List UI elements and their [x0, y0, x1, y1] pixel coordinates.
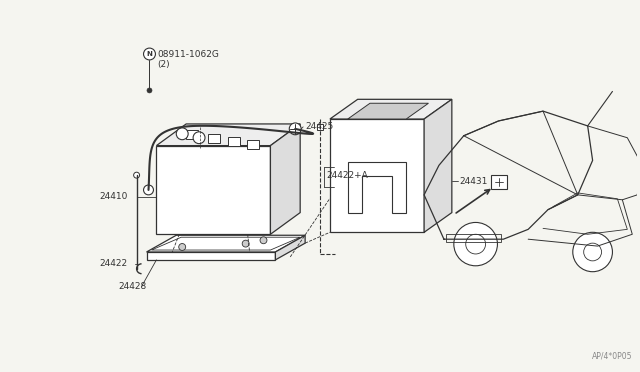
Circle shape [134, 172, 140, 178]
Polygon shape [147, 235, 305, 252]
Polygon shape [147, 252, 275, 260]
Text: 24431: 24431 [460, 177, 488, 186]
Polygon shape [186, 130, 198, 139]
Circle shape [454, 222, 497, 266]
Text: AP/4*0P05: AP/4*0P05 [592, 352, 632, 360]
Text: N: N [147, 51, 152, 57]
Polygon shape [492, 175, 508, 189]
Circle shape [260, 237, 267, 244]
Text: 24425: 24425 [305, 122, 333, 131]
Text: 24422+A: 24422+A [326, 171, 368, 180]
Text: (2): (2) [157, 60, 170, 69]
Circle shape [147, 88, 152, 93]
Circle shape [193, 132, 205, 144]
Text: 08911-1062G: 08911-1062G [157, 49, 220, 58]
Circle shape [289, 123, 301, 135]
Circle shape [176, 128, 188, 140]
Polygon shape [330, 99, 452, 119]
Polygon shape [228, 137, 240, 145]
Circle shape [573, 232, 612, 272]
Text: 24428: 24428 [119, 282, 147, 291]
Polygon shape [424, 99, 452, 232]
Circle shape [143, 185, 154, 195]
Polygon shape [275, 235, 305, 260]
Polygon shape [330, 119, 424, 232]
Polygon shape [156, 145, 271, 234]
Polygon shape [247, 140, 259, 148]
Polygon shape [317, 124, 323, 130]
Polygon shape [348, 103, 428, 119]
Circle shape [143, 48, 156, 60]
Text: 24410: 24410 [99, 192, 127, 201]
Polygon shape [156, 124, 300, 145]
Circle shape [179, 244, 186, 250]
Polygon shape [271, 124, 300, 234]
Circle shape [242, 240, 249, 247]
Polygon shape [209, 134, 220, 142]
Text: 24422: 24422 [99, 259, 127, 268]
